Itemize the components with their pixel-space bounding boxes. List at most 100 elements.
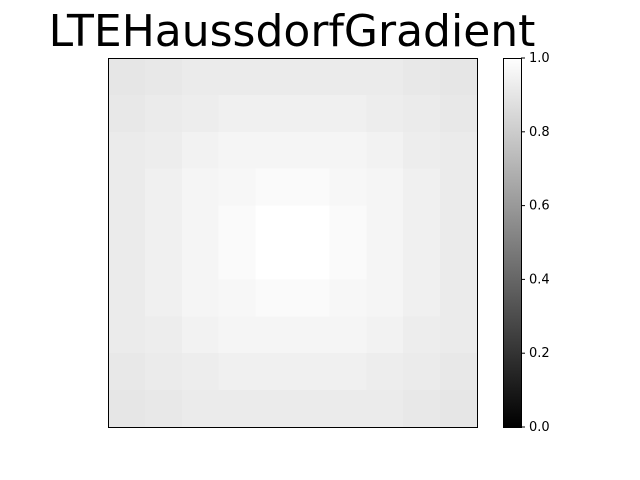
heatmap-cell	[366, 390, 404, 428]
heatmap-cell	[329, 168, 367, 207]
heatmap-cell	[144, 390, 183, 428]
heatmap-cell	[255, 205, 294, 244]
heatmap-cell	[181, 242, 220, 280]
heatmap-cell	[218, 205, 257, 244]
heatmap-cell	[366, 316, 404, 354]
heatmap-cell	[108, 390, 146, 428]
heatmap-cell	[292, 205, 330, 244]
heatmap-cell	[108, 131, 146, 170]
heatmap-cell	[108, 58, 146, 96]
heatmap-cell	[144, 353, 183, 391]
colorbar	[503, 58, 521, 427]
heatmap-cell	[440, 131, 478, 170]
heatmap-cell	[329, 242, 367, 280]
heatmap-cell	[218, 94, 257, 133]
heatmap-cell	[366, 279, 404, 317]
heatmap-cell	[292, 390, 330, 428]
heatmap-cell	[144, 279, 183, 317]
heatmap-cell	[218, 168, 257, 207]
heatmap-cell	[108, 242, 146, 280]
heatmap-cell	[218, 279, 257, 317]
plot-frame	[108, 58, 478, 428]
heatmap-cell	[403, 168, 441, 207]
heatmap-cell	[181, 58, 220, 96]
heatmap-cell	[181, 205, 220, 244]
heatmap-cell	[144, 242, 183, 280]
colorbar-tick-label: 0.6	[529, 199, 550, 214]
colorbar-tick-label: 0.4	[529, 272, 550, 287]
heatmap-cell	[329, 205, 367, 244]
heatmap-cell	[403, 205, 441, 244]
heatmap-cell	[181, 94, 220, 133]
heatmap-cell	[255, 316, 294, 354]
heatmap-cell	[366, 58, 404, 96]
colorbar-frame	[503, 58, 522, 428]
heatmap-cell	[403, 58, 441, 96]
heatmap-cell	[255, 353, 294, 391]
heatmap-cell	[108, 353, 146, 391]
heatmap-cell	[403, 353, 441, 391]
heatmap-cell	[403, 94, 441, 133]
heatmap-cell	[403, 390, 441, 428]
heatmap-cell	[255, 242, 294, 280]
heatmap-cell	[292, 168, 330, 207]
heatmap-cell	[292, 242, 330, 280]
heatmap-cell	[329, 353, 367, 391]
heatmap-cell	[255, 168, 294, 207]
heatmap-cell	[144, 316, 183, 354]
heatmap-cell	[255, 131, 294, 170]
heatmap-cell	[366, 205, 404, 244]
chart-title: LTEHaussdorfGradient	[48, 6, 536, 57]
heatmap-cell	[108, 168, 146, 207]
heatmap-cell	[292, 353, 330, 391]
heatmap-cell	[255, 58, 294, 96]
heatmap-cell	[329, 94, 367, 133]
colorbar-tick-label: 0.8	[529, 125, 550, 140]
heatmap-cell	[403, 131, 441, 170]
heatmap-cell	[218, 58, 257, 96]
heatmap-cell	[218, 390, 257, 428]
heatmap-cell	[329, 390, 367, 428]
heatmap-cell	[329, 279, 367, 317]
heatmap-cell	[366, 168, 404, 207]
heatmap-cell	[403, 242, 441, 280]
heatmap-cell	[366, 131, 404, 170]
heatmap-cell	[144, 131, 183, 170]
heatmap-cell	[366, 242, 404, 280]
heatmap-cell	[218, 316, 257, 354]
heatmap-cell	[292, 94, 330, 133]
heatmap-cell	[218, 242, 257, 280]
heatmap-cell	[440, 242, 478, 280]
heatmap-cell	[108, 94, 146, 133]
heatmap-cell	[440, 205, 478, 244]
heatmap-cell	[329, 58, 367, 96]
heatmap-cell	[329, 316, 367, 354]
colorbar-tick-label: 0.0	[529, 420, 550, 435]
heatmap-cell	[440, 94, 478, 133]
heatmap-cell	[292, 58, 330, 96]
heatmap-cell	[108, 279, 146, 317]
heatmap-cell	[440, 390, 478, 428]
heatmap-cell	[181, 131, 220, 170]
heatmap-cell	[292, 131, 330, 170]
heatmap-cell	[144, 205, 183, 244]
heatmap-cell	[144, 58, 183, 96]
heatmap-cell	[108, 316, 146, 354]
heatmap-cell	[440, 316, 478, 354]
heatmap-cell	[181, 316, 220, 354]
heatmap-cell	[440, 58, 478, 96]
heatmap-cell	[255, 279, 294, 317]
heatmap-cell	[181, 353, 220, 391]
heatmap-cell	[255, 94, 294, 133]
heatmap-cell	[144, 94, 183, 133]
colorbar-tick-label: 0.2	[529, 346, 550, 361]
heatmap-cell	[255, 390, 294, 428]
heatmap-cell	[108, 205, 146, 244]
colorbar-tick-label: 1.0	[529, 51, 550, 66]
heatmap-cell	[292, 316, 330, 354]
heatmap-cell	[440, 279, 478, 317]
heatmap-cell	[329, 131, 367, 170]
heatmap-cell	[403, 279, 441, 317]
heatmap-cell	[181, 390, 220, 428]
